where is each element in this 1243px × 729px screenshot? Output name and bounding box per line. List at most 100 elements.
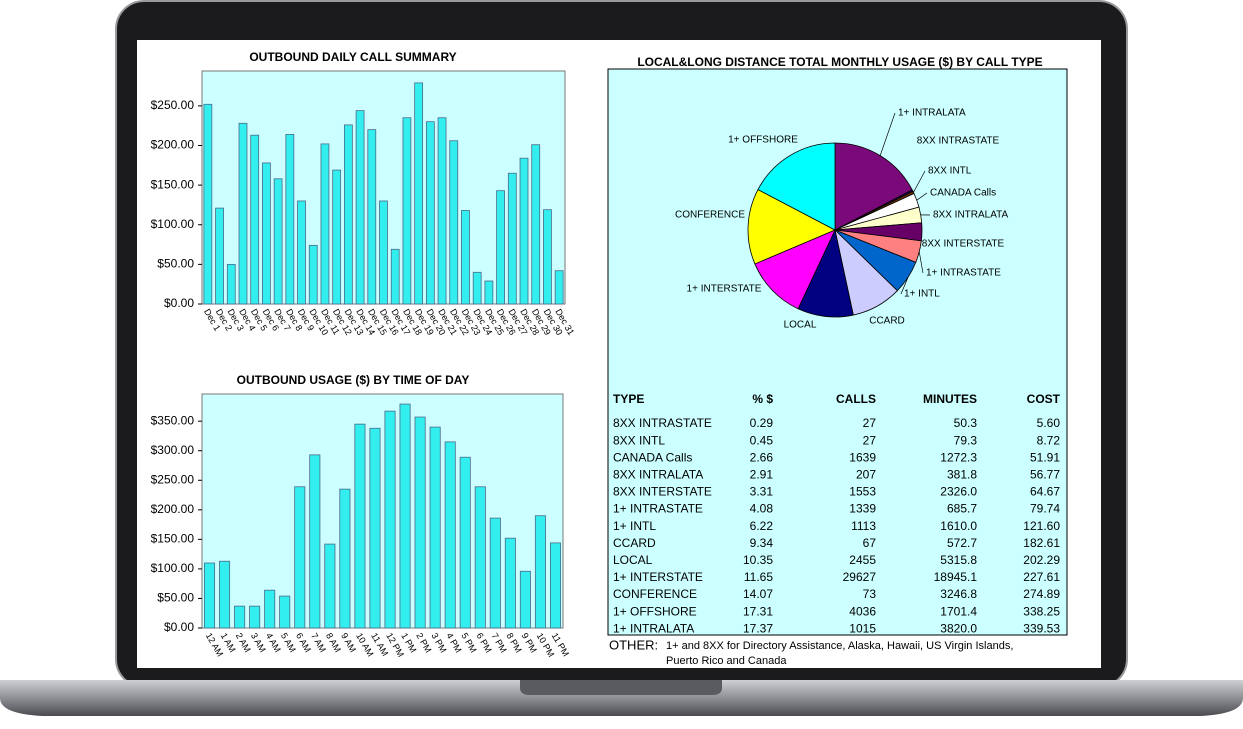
table-cell: 3.31 (750, 485, 774, 499)
y-tick-label: $100.00 (151, 561, 195, 575)
table-cell: 2.66 (750, 450, 774, 464)
table-header: % $ (752, 392, 773, 406)
y-tick-label: $200.00 (151, 138, 195, 152)
pie-label: 1+ INTRASTATE (926, 268, 1001, 279)
table-cell: 64.67 (1030, 485, 1060, 499)
bar (215, 207, 224, 305)
bar (489, 517, 501, 629)
bar (297, 200, 306, 305)
leader-line (918, 251, 924, 274)
table-cell: 8XX INTRASTATE (613, 416, 712, 430)
table-cell: 2.91 (750, 467, 774, 481)
bar (320, 143, 330, 305)
table-cell: 381.8 (947, 467, 977, 481)
table-cell: 1+ INTRALATA (613, 621, 694, 635)
pie-slice (757, 142, 836, 231)
table-header: MINUTES (923, 392, 977, 406)
bar (459, 456, 471, 629)
table-cell: 6.22 (750, 519, 774, 533)
y-tick-label: $100.00 (151, 217, 195, 231)
chart-title: LOCAL&LONG DISTANCE TOTAL MONTHLY USAGE … (637, 55, 1042, 69)
bar (285, 134, 295, 305)
leader-line (916, 192, 928, 201)
bar (369, 427, 381, 629)
bar (484, 280, 494, 305)
table-cell: 11.65 (744, 570, 773, 584)
bar (402, 117, 412, 305)
y-tick-label: $0.00 (164, 296, 194, 310)
laptop-base (0, 680, 1243, 716)
table-cell: LOCAL (613, 553, 653, 567)
bar (549, 542, 561, 629)
pie-label: 1+ INTERSTATE (687, 284, 762, 295)
bar (219, 560, 231, 629)
note-text: Puerto Rico and Canada (666, 655, 787, 667)
table-cell: 0.45 (750, 433, 774, 447)
bar (273, 178, 283, 305)
bar (203, 103, 213, 305)
table-cell: CONFERENCE (613, 587, 697, 601)
bar (534, 515, 546, 629)
table-cell: 339.53 (1023, 621, 1060, 635)
pie-label: 8XX INTRALATA (933, 210, 1009, 221)
bar (519, 570, 531, 629)
table-cell: 2455 (849, 553, 876, 567)
bar (238, 122, 248, 305)
pie-label: 1+ OFFSHORE (728, 135, 798, 146)
pie-label: CCARD (869, 316, 905, 327)
bar (444, 441, 456, 629)
y-tick-label: $0.00 (164, 620, 194, 634)
plot-area (201, 393, 564, 629)
bar (429, 426, 441, 629)
table-cell: 1701.4 (940, 604, 977, 618)
table-cell: 56.77 (1030, 467, 1060, 481)
bar (425, 121, 435, 305)
bar (461, 210, 470, 305)
note-label: OTHER: (609, 637, 658, 652)
bar (449, 140, 459, 305)
table-cell: 274.89 (1023, 587, 1060, 601)
bar (234, 605, 246, 629)
bar (496, 190, 505, 305)
table-cell: 27 (863, 433, 877, 447)
y-tick-label: $250.00 (151, 472, 195, 486)
table-cell: 2326.0 (940, 485, 977, 499)
table-cell: 18945.1 (934, 570, 978, 584)
table-cell: 17.37 (743, 621, 773, 635)
bar (472, 271, 482, 305)
table-cell: 572.7 (947, 536, 977, 550)
table-cell: 207 (856, 467, 876, 481)
bar (249, 605, 261, 629)
bar (414, 82, 424, 305)
table-cell: 121.60 (1023, 519, 1060, 533)
leader-line (900, 277, 909, 295)
bar (309, 454, 321, 629)
table-cell: 4.08 (750, 502, 774, 516)
bar (262, 162, 271, 305)
bar (507, 172, 517, 305)
y-tick-label: $200.00 (151, 502, 195, 516)
table-cell: 1+ INTL (613, 519, 656, 533)
table-cell: 8.72 (1037, 433, 1061, 447)
table-cell: 17.31 (743, 604, 773, 618)
bar (308, 244, 318, 305)
table-cell: 67 (863, 536, 877, 550)
pie-label: 1+ INTL (904, 289, 940, 300)
bar (519, 157, 529, 305)
table-cell: 1+ INTRASTATE (613, 502, 703, 516)
bar (554, 270, 564, 305)
table-cell: 8XX INTRALATA (613, 467, 703, 481)
bar (294, 486, 306, 629)
table-cell: 1272.3 (940, 450, 977, 464)
y-tick-label: $300.00 (151, 443, 195, 457)
bar (250, 134, 260, 305)
y-tick-label: $250.00 (151, 98, 195, 112)
bar (264, 589, 276, 629)
table-cell: 27 (863, 416, 877, 430)
table-cell: 1339 (849, 502, 876, 516)
leader-line (913, 170, 926, 193)
table-cell: 1+ OFFSHORE (613, 604, 697, 618)
table-cell: 0.29 (750, 416, 774, 430)
